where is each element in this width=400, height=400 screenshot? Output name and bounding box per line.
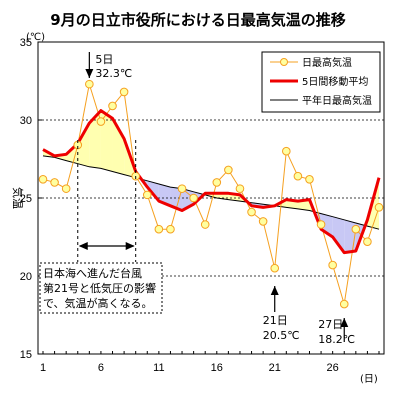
d27-annotation-day: 27日 (318, 318, 343, 331)
daily-point-24 (305, 174, 314, 184)
legend-label-daily: 日最高気温 (302, 56, 352, 69)
above-normal-fill (77, 123, 90, 167)
above-normal-fill (89, 110, 101, 169)
x-tick-label-16: 16 (211, 362, 223, 374)
below-normal-fill (170, 187, 183, 211)
range-note-line-3: で、気温が高くなる。 (43, 296, 153, 310)
daily-point-23 (293, 171, 303, 181)
daily-point-5 (85, 79, 94, 89)
series-line-moving-avg (42, 109, 381, 255)
range-note-line-1: 日本海へ進んだ台風 (43, 266, 142, 280)
peak-annotation-value: 32.3℃ (95, 67, 132, 80)
y-tick-label-30: 30 (20, 115, 32, 127)
y-axis-title: 気温 (11, 187, 25, 209)
d27-annotation-value: 18.2℃ (318, 333, 355, 346)
d21-annotation-day: 21日 (263, 314, 288, 327)
daily-point-12 (166, 224, 175, 234)
d21-arrow-head (270, 286, 279, 295)
d21-annotation-value: 20.5℃ (263, 329, 300, 342)
daily-point-17 (224, 165, 233, 175)
peak-arrow-head (85, 69, 94, 78)
daily-point-8 (119, 87, 129, 97)
legend: 日最高気温 5日間移動平均 平年日最高気温 (261, 51, 381, 113)
y-axis-ticks: 15 20 25 30 35 (20, 37, 42, 361)
x-tick-label-26: 26 (327, 362, 339, 374)
deviation-fills (43, 110, 379, 253)
x-unit-label: (日) (360, 374, 378, 385)
y-tick-label-25: 25 (20, 193, 32, 205)
y-unit-label: (℃) (26, 32, 45, 43)
daily-point-10 (142, 190, 152, 200)
daily-point-1 (38, 174, 48, 184)
x-tick-label-1: 1 (40, 362, 46, 374)
range-arrow-head-right (125, 242, 135, 250)
x-tick-label-11: 11 (153, 362, 164, 374)
d27-arrow-head (340, 318, 349, 327)
above-normal-fill (66, 143, 78, 164)
daily-point-22 (282, 146, 291, 156)
range-note-box (39, 262, 163, 314)
daily-point-14 (189, 193, 198, 203)
series-lines (42, 83, 381, 305)
daily-point-29 (363, 237, 372, 246)
legend-marker-daily (280, 58, 288, 66)
daily-point-11 (154, 224, 164, 234)
x-tick-label-21: 21 (269, 362, 281, 374)
daily-point-16 (212, 178, 222, 187)
below-normal-fill (344, 219, 356, 253)
daily-point-19 (247, 207, 256, 217)
y-tick-label-20: 20 (20, 271, 32, 283)
above-normal-fill (100, 110, 113, 172)
below-normal-fill (332, 216, 345, 253)
series-line-normal (42, 155, 380, 230)
range-note-line-2: 第21号と低気圧の影響 (43, 281, 156, 295)
below-normal-fill (158, 183, 171, 206)
above-normal-fill (297, 199, 310, 211)
daily-point-21 (270, 263, 280, 273)
x-tick-label-6: 6 (98, 362, 104, 374)
daily-point-7 (108, 101, 117, 111)
daily-point-26 (328, 260, 337, 270)
legend-label-normal: 平年日最高気温 (302, 94, 372, 107)
y-tick-label-35: 35 (20, 37, 32, 49)
chart-title: 9月の日立市役所における日最高気温の推移 (50, 11, 345, 29)
daily-point-2 (50, 178, 59, 187)
daily-point-6 (96, 117, 106, 126)
daily-point-13 (177, 184, 187, 193)
daily-point-20 (258, 217, 268, 226)
daily-point-28 (351, 224, 361, 234)
peak-annotation-day: 5日 (95, 53, 113, 66)
above-normal-fill (112, 118, 125, 175)
legend-label-moving-avg: 5日間移動平均 (302, 75, 368, 88)
daily-point-27 (339, 299, 349, 309)
daily-point-3 (61, 184, 71, 193)
below-normal-fill (321, 213, 333, 237)
daily-point-15 (200, 220, 210, 229)
range-arrow-head-left (78, 242, 88, 250)
daily-point-25 (316, 220, 326, 229)
daily-point-18 (235, 184, 245, 193)
y-tick-label-15: 15 (20, 349, 32, 361)
daily-point-30 (374, 203, 384, 212)
x-axis-ticks: 1 6 11 16 21 26 (40, 351, 380, 374)
